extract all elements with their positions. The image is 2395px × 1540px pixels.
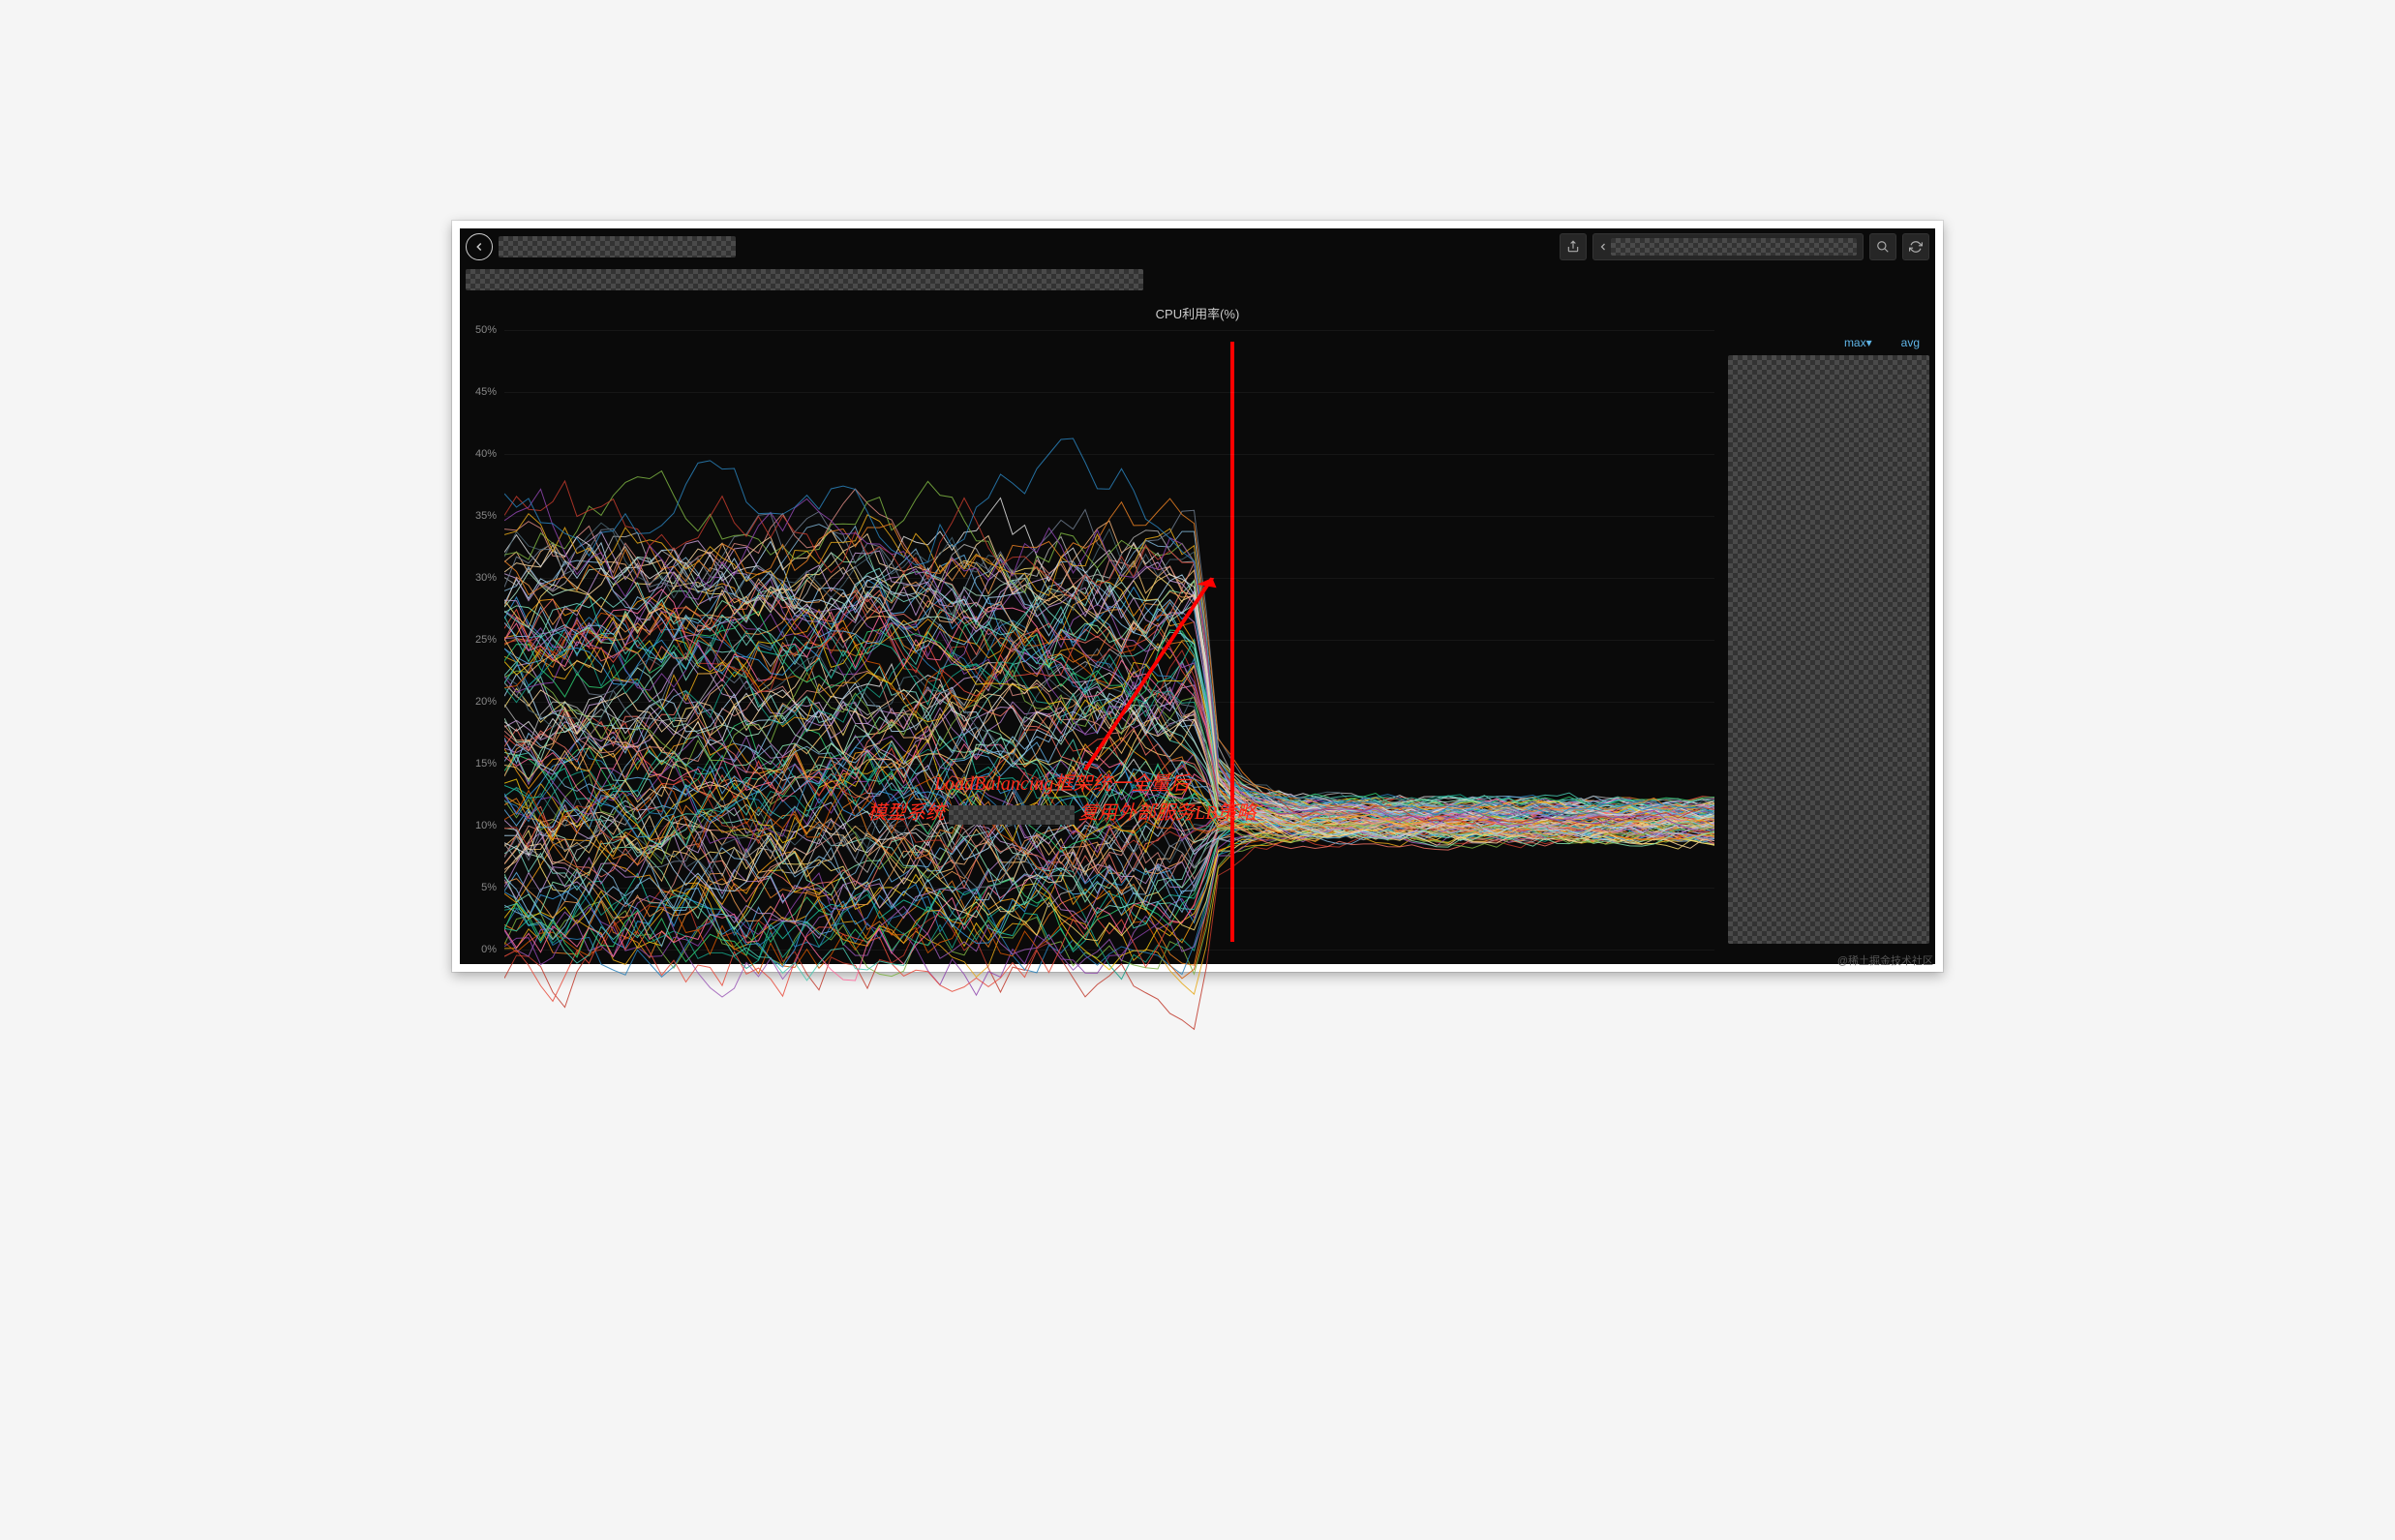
gridline [504,640,1714,641]
time-range-selector[interactable] [1592,233,1864,260]
legend-list-redacted [1728,355,1929,944]
plot-container[interactable]: 0%5%10%15%20%25%30%35%40%45%50% LoadBala… [460,330,1722,950]
legend-body [1728,355,1929,944]
search-icon [1876,240,1890,254]
dashboard-panel: CPU利用率(%) 0% 5% 10% 15% 20% 25% 30% 35% 40% 45% 50… [460,228,1935,964]
topbar [460,228,1935,265]
y-tick-label: 0% [481,944,497,955]
legend-col-max[interactable]: max▾ [1844,336,1872,349]
gridline [504,330,1714,331]
annotation-line1-suffix: 框架统一全量后 [1053,773,1189,795]
y-tick-label: 10% [475,820,497,831]
gridline [504,826,1714,827]
zoom-button[interactable] [1869,233,1896,260]
y-tick-label: 50% [475,324,497,336]
gridline [504,516,1714,517]
query-text-redacted [466,269,1143,290]
annotation-line1-prefix: LoadBalancing [934,773,1053,795]
subheader [460,265,1935,300]
legend-panel: max▾ avg [1722,330,1935,950]
legend-header: max▾ avg [1728,334,1929,355]
y-tick-label: 35% [475,510,497,522]
y-tick-label: 25% [475,634,497,646]
annotation-redacted [949,805,1075,825]
chevron-left-icon [1597,241,1609,253]
outer-frame: CPU利用率(%) 0% 5% 10% 15% 20% 25% 30% 35% 40% 45% 50… [452,221,1943,972]
gridline [504,392,1714,393]
gridline [504,950,1714,951]
dashboard-title-redacted [499,236,736,257]
refresh-icon [1909,240,1923,254]
y-tick-label: 5% [481,882,497,893]
back-button[interactable] [466,233,493,260]
gridline [504,764,1714,765]
chart-area: 0%5%10%15%20%25%30%35%40%45%50% LoadBala… [460,330,1935,950]
arrow-left-icon [472,240,486,254]
time-range-value-redacted [1611,238,1857,256]
legend-col-avg[interactable]: avg [1901,336,1920,349]
gridline [504,578,1714,579]
y-axis: 0%5%10%15%20%25%30%35%40%45%50% [460,330,502,950]
share-button[interactable] [1560,233,1587,260]
annotation-text: LoadBalancing框架统一全量后 模型系统 复用外部服务LB策略 [867,770,1256,828]
y-tick-label: 30% [475,572,497,584]
watermark: @稀土掘金技术社区 [1837,952,1933,968]
y-tick-label: 20% [475,696,497,708]
y-tick-label: 40% [475,448,497,460]
share-icon [1566,240,1580,254]
line-series-svg [504,330,1714,1540]
y-tick-label: 45% [475,386,497,398]
gridline [504,702,1714,703]
gridline [504,454,1714,455]
annotation-line2-suffix: 复用外部服务LB策略 [1078,802,1256,824]
gridline [504,888,1714,889]
annotation-vertical-line [1230,342,1234,942]
annotation-line2-prefix: 模型系统 [867,802,945,824]
y-tick-label: 15% [475,758,497,770]
chart-title: CPU利用率(%) [460,300,1935,330]
refresh-button[interactable] [1902,233,1929,260]
